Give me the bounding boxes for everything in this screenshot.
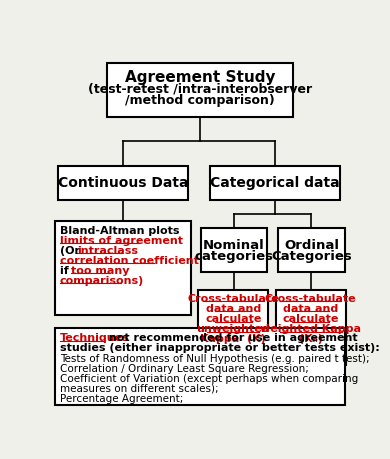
FancyBboxPatch shape <box>278 228 345 272</box>
FancyBboxPatch shape <box>55 329 345 405</box>
Text: Percentage Agreement;: Percentage Agreement; <box>60 394 183 404</box>
Text: Bland-Altman plots: Bland-Altman plots <box>60 226 179 236</box>
Text: Ordinal: Ordinal <box>284 239 339 252</box>
Text: Categories: Categories <box>271 250 352 263</box>
Text: /method comparison): /method comparison) <box>125 95 275 107</box>
Text: Categorical data: Categorical data <box>210 176 340 190</box>
Text: comparisons): comparisons) <box>60 276 144 286</box>
Text: categories: categories <box>195 250 273 263</box>
Text: (Kₙ): (Kₙ) <box>299 334 323 344</box>
FancyBboxPatch shape <box>107 63 293 117</box>
Text: data and: data and <box>206 304 261 314</box>
Text: Correlation / Ordinary Least Square Regression;: Correlation / Ordinary Least Square Regr… <box>60 364 308 374</box>
Text: limits of agreement: limits of agreement <box>60 236 183 246</box>
Text: calculate: calculate <box>205 314 261 324</box>
Text: too many: too many <box>71 266 130 276</box>
Text: data and: data and <box>283 304 338 314</box>
Text: Cross-tabulate: Cross-tabulate <box>187 294 279 304</box>
Text: weighted Kappa: weighted Kappa <box>260 324 361 334</box>
Text: (Or: (Or <box>60 246 83 256</box>
Text: measures on different scales);: measures on different scales); <box>60 384 218 394</box>
Text: unweighted: unweighted <box>197 324 270 334</box>
Text: Kappa  (K): Kappa (K) <box>200 334 266 344</box>
Text: intraclass: intraclass <box>77 246 138 256</box>
Text: Agreement Study: Agreement Study <box>125 71 275 85</box>
Text: Cross-tabulate: Cross-tabulate <box>265 294 356 304</box>
FancyBboxPatch shape <box>55 221 191 315</box>
Text: (test-retest /intra-interobserver: (test-retest /intra-interobserver <box>88 83 312 96</box>
FancyBboxPatch shape <box>200 228 267 272</box>
Text: not recommended for use in agreement: not recommended for use in agreement <box>105 333 357 343</box>
Text: Nominal: Nominal <box>203 239 265 252</box>
FancyBboxPatch shape <box>276 290 346 365</box>
Text: calculate: calculate <box>282 314 339 324</box>
Text: studies (either inappropriate or better tests exist):: studies (either inappropriate or better … <box>60 343 379 353</box>
Text: Techniques: Techniques <box>60 333 129 343</box>
Text: if: if <box>60 266 72 276</box>
FancyBboxPatch shape <box>58 166 188 200</box>
Text: Tests of Randomness of Null Hypothesis (e.g. paired t test);: Tests of Randomness of Null Hypothesis (… <box>60 354 369 364</box>
Text: Continuous Data: Continuous Data <box>58 176 188 190</box>
FancyBboxPatch shape <box>210 166 340 200</box>
Text: Coefficient of Variation (except perhaps when comparing: Coefficient of Variation (except perhaps… <box>60 374 358 384</box>
FancyBboxPatch shape <box>199 290 268 365</box>
Text: correlation coefficient: correlation coefficient <box>60 256 199 266</box>
